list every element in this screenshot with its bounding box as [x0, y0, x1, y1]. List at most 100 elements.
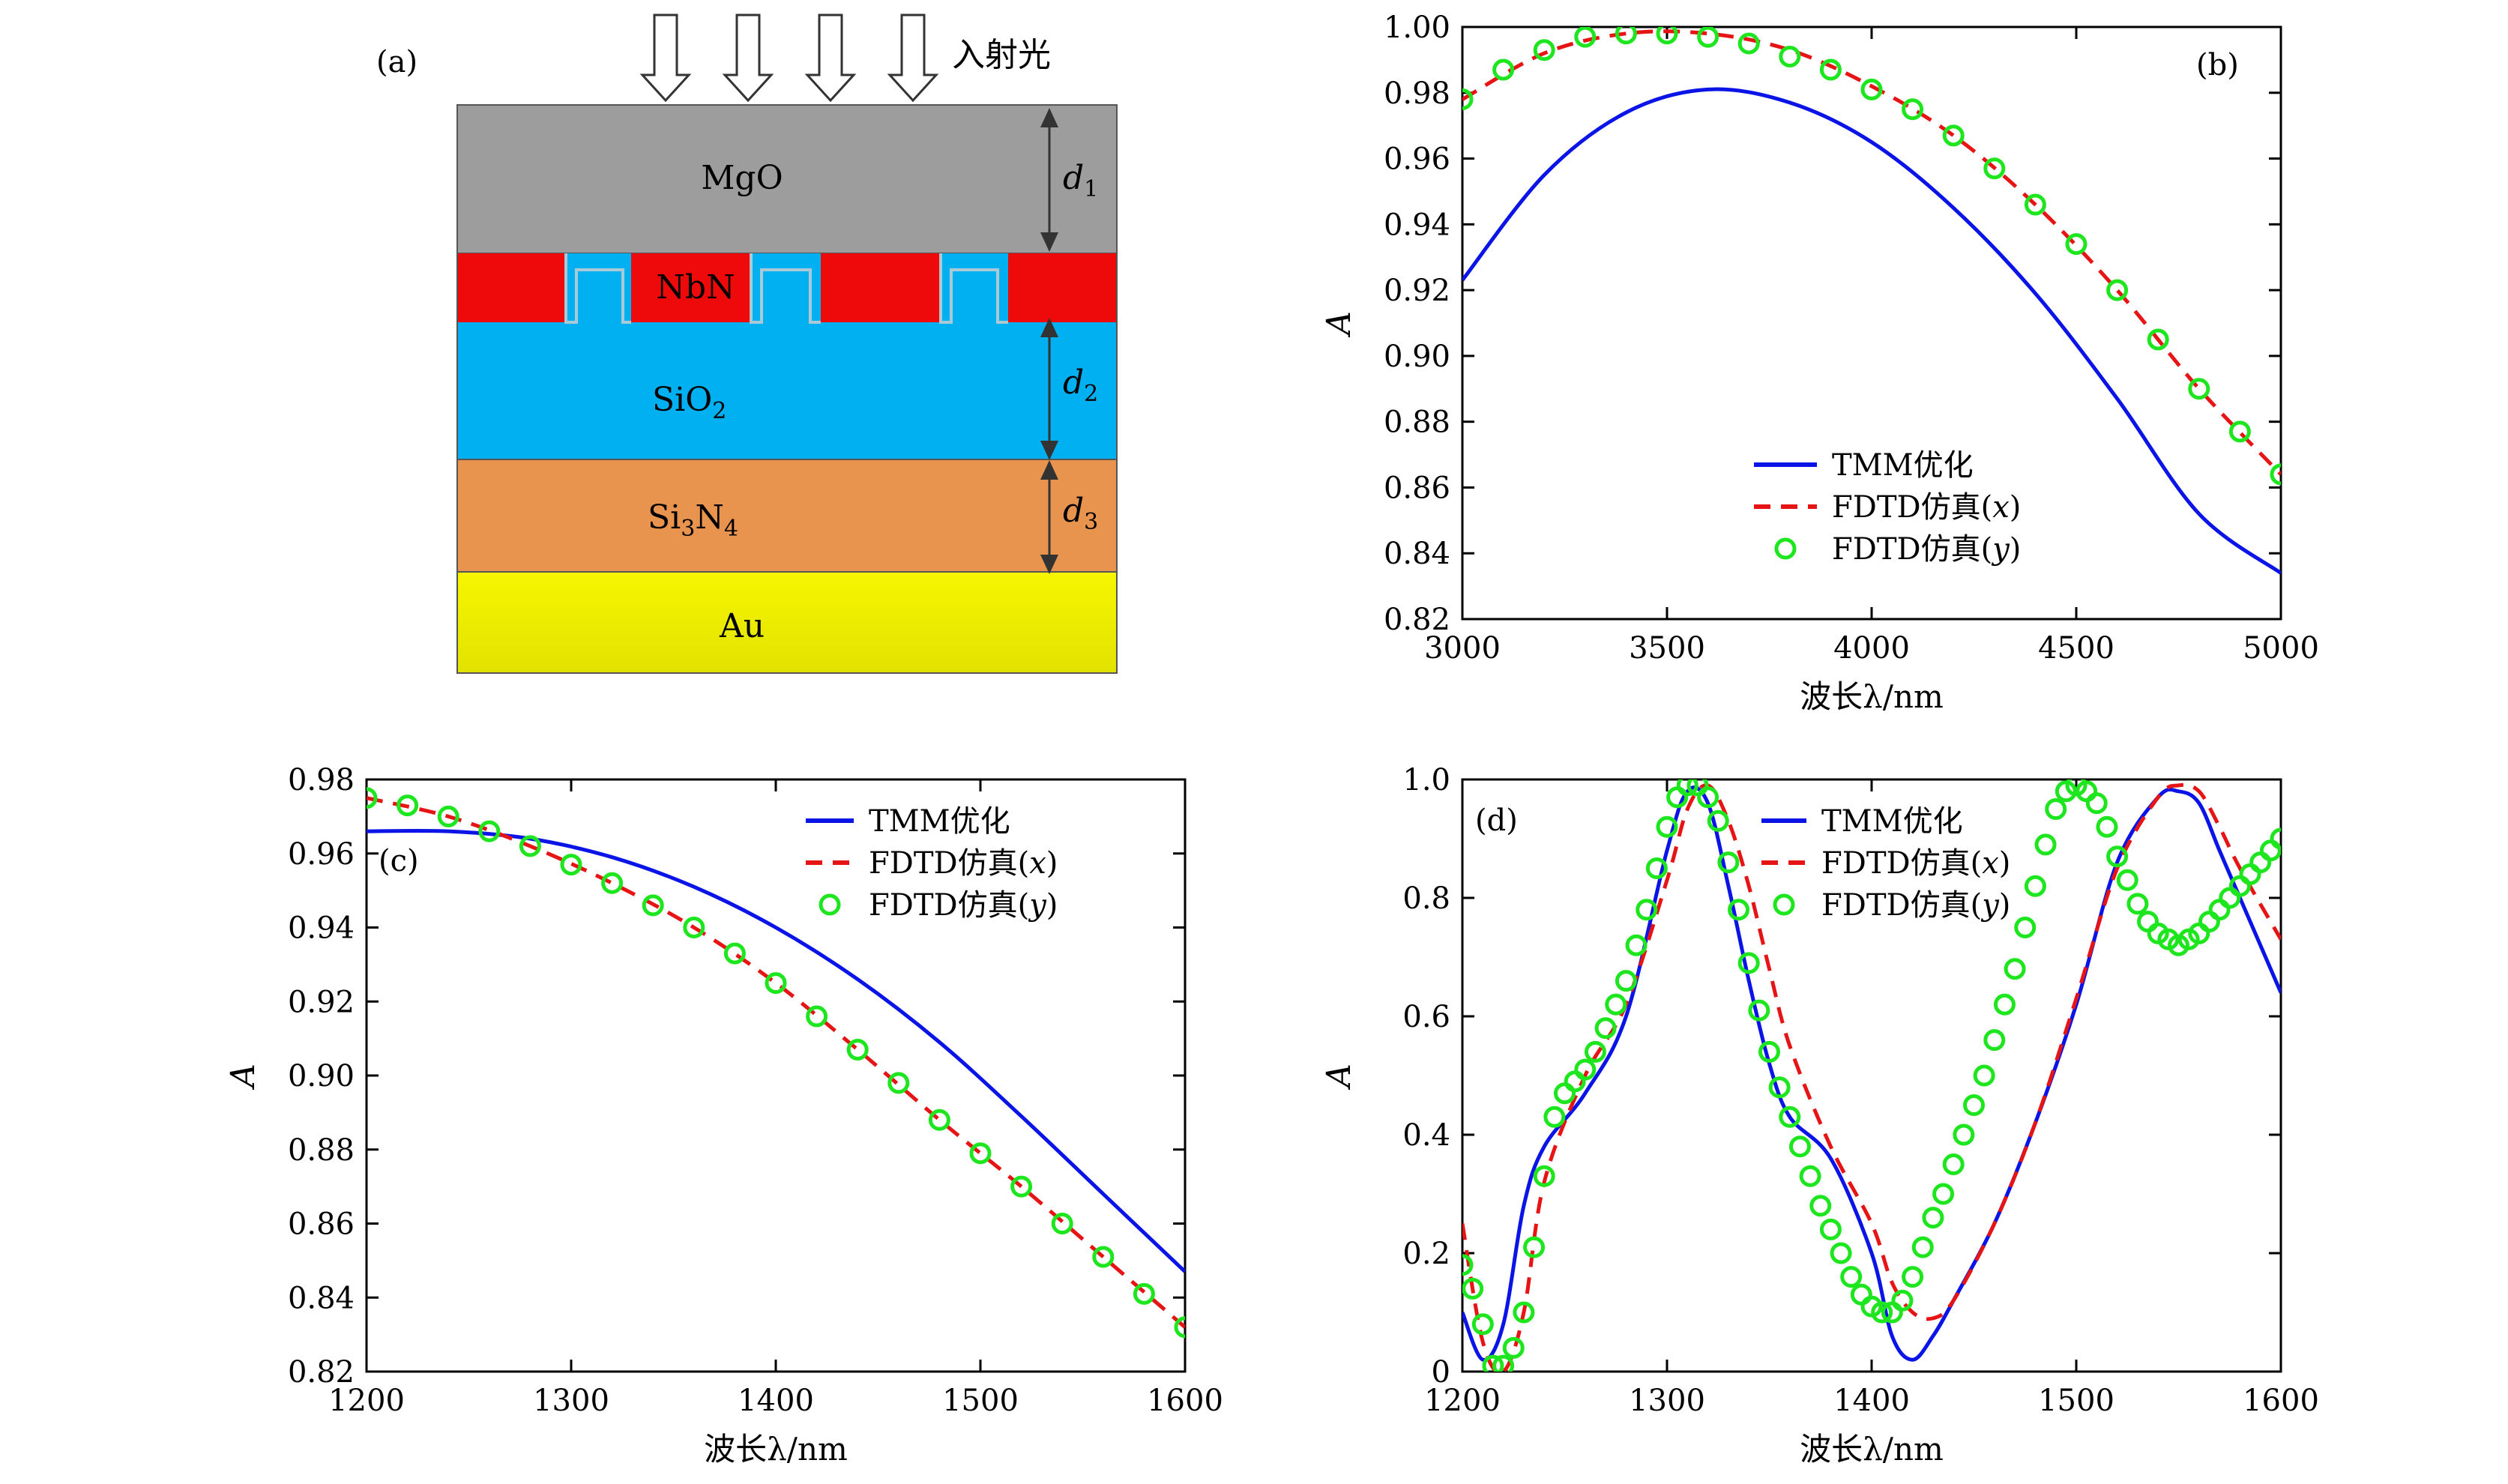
x-tick-label: 3000: [1424, 631, 1501, 666]
fdtd-y-marker: [1697, 786, 1719, 809]
fdtd-y-marker: [1615, 27, 1637, 45]
fdtd-y-marker: [1840, 1266, 1863, 1288]
fdtd-y-marker: [1983, 1029, 2006, 1052]
fdtd-y-marker: [1983, 157, 2006, 180]
fdtd-y-marker: [1799, 1165, 1821, 1187]
y-tick-label: 0.84: [1384, 537, 1450, 571]
label-sio2: SiO2: [652, 381, 726, 424]
fdtd-y-marker: [1953, 1123, 1975, 1146]
fdtd-y-marker: [1902, 98, 1924, 121]
fdtd-y-marker: [2106, 845, 2129, 868]
fdtd-y-marker: [2259, 839, 2281, 862]
fdtd-y-marker: [2106, 279, 2129, 301]
fdtd-y-marker: [1707, 809, 1729, 832]
legend: TMM优化 FDTD仿真(x) FDTD仿真(y): [1754, 448, 2021, 567]
stack-outline: [456, 104, 1118, 674]
fdtd-y-marker: [2270, 463, 2281, 486]
y-tick-label: 0.86: [288, 1207, 355, 1242]
legend-fdtd-y-label: FDTD仿真(y): [869, 888, 1058, 923]
y-tick-label: 0.94: [288, 911, 355, 946]
legend-fdtd-x-label: FDTD仿真(x): [869, 846, 1058, 881]
fdtd-y-marker: [2208, 899, 2231, 921]
incident-arrow-1: [639, 13, 692, 103]
legend-fdtd-y-swatch: [819, 893, 841, 916]
y-tick-label: 0.86: [1384, 471, 1450, 505]
panel-a-letter: (a): [376, 45, 418, 79]
legend-fdtd-y-label: FDTD仿真(y): [1821, 888, 2010, 923]
fdtd-y-marker: [1492, 1354, 1515, 1372]
fdtd-y-marker: [2004, 958, 2026, 980]
fdtd-y-marker: [2065, 233, 2088, 256]
fdtd-y-marker: [2014, 917, 2037, 938]
fdtd-y-marker: [1092, 1246, 1115, 1268]
panel-d-chart: 1200 1300 1400 1500 1600 0 0.2 0.4 0.6 0.8 1.0 波长λ/…: [1320, 763, 2319, 1468]
y-tick-label: 0.96: [288, 837, 355, 872]
fdtd-x-series-line: [1462, 782, 2281, 1372]
dim-d1-label: d1: [1063, 159, 1098, 202]
x-axis-label: 波长λ/nm: [704, 1431, 848, 1468]
fdtd-y-marker: [2188, 378, 2210, 400]
fdtd-y-marker: [1636, 899, 1658, 921]
fdtd-y-marker: [2147, 328, 2169, 351]
tmm-series-line: [1462, 87, 2281, 575]
incident-arrow-3: [804, 13, 857, 103]
x-tick-label: 1300: [533, 1384, 609, 1418]
dimension-d2: d2: [1040, 318, 1098, 460]
layer-mgo: [456, 104, 1118, 254]
panel-letter: (b): [2196, 48, 2239, 82]
fdtd-y-marker: [1922, 1207, 1944, 1229]
x-axis-label: 波长λ/nm: [1800, 678, 1944, 715]
y-tick-label: 1.00: [1384, 10, 1450, 45]
incident-light-arrows: [639, 13, 939, 103]
fdtd-y-marker: [437, 805, 459, 827]
fdtd-y-marker: [1717, 851, 1740, 874]
nbn-grating: [457, 253, 1117, 324]
y-tick-label: 0: [1432, 1355, 1450, 1390]
fdtd-y-marker: [601, 872, 624, 894]
label-mgo: MgO: [701, 159, 783, 197]
x-tick-label: 4000: [1833, 631, 1910, 666]
fdtd-y-marker: [1492, 58, 1515, 81]
y-tick-label: 0.92: [1384, 274, 1450, 308]
legend: TMM优化 FDTD仿真(x) FDTD仿真(y): [1761, 804, 2010, 923]
fdtd-y-marker: [1748, 999, 1770, 1022]
fdtd-y-marker: [1779, 46, 1801, 67]
fdtd-x-series-line: [367, 796, 1185, 1329]
x-tick-label: 1400: [1833, 1384, 1910, 1418]
fdtd-y-marker: [1133, 1282, 1155, 1305]
fdtd-y-marker: [1543, 1106, 1566, 1128]
fdtd-y-marker: [1963, 1094, 1985, 1116]
fdtd-y-marker: [1758, 1040, 1780, 1063]
legend-tmm-label: TMM优化: [869, 804, 1010, 839]
fdtd-y-marker: [1737, 32, 1760, 55]
fdtd-y-marker: [928, 1109, 950, 1131]
y-tick-label: 0.94: [1384, 208, 1450, 242]
incident-light-label: 入射光: [952, 36, 1051, 74]
panel-letter: (d): [1475, 803, 1518, 838]
legend: TMM优化 FDTD仿真(x) FDTD仿真(y): [806, 804, 1058, 923]
x-axis-label: 波长λ/nm: [1800, 1431, 1944, 1468]
fdtd-y-marker: [1656, 27, 1678, 45]
y-tick-label: 0.4: [1402, 1118, 1450, 1153]
y-axis-label: A: [1320, 311, 1358, 338]
legend-fdtd-y-swatch: [1773, 893, 1795, 916]
fdtd-y-marker: [2198, 911, 2220, 933]
fdtd-y-marker: [2045, 798, 2067, 820]
fdtd-y-marker: [1850, 1283, 1872, 1306]
x-tick-label: 1200: [1424, 1384, 1501, 1418]
fdtd-y-marker: [1932, 1183, 1955, 1205]
fdtd-y-marker: [1656, 815, 1678, 838]
fdtd-y-marker: [2034, 833, 2057, 856]
plot-area: [1462, 779, 2281, 1372]
fdtd-y-marker: [1502, 1336, 1525, 1359]
y-tick-label: 0.2: [1402, 1237, 1450, 1271]
tmm-series-line: [367, 828, 1185, 1273]
fdtd-y-marker: [1584, 1040, 1606, 1063]
x-tick-label: 1400: [738, 1384, 814, 1418]
legend-fdtd-x-label: FDTD仿真(x): [1821, 846, 2010, 881]
fdtd-y-marker: [2085, 792, 2108, 815]
fdtd-y-marker: [969, 1142, 992, 1165]
fdtd-y-marker: [1174, 1316, 1185, 1339]
y-tick-label: 0.90: [1384, 340, 1450, 374]
dimension-d1: d1: [1040, 108, 1098, 252]
